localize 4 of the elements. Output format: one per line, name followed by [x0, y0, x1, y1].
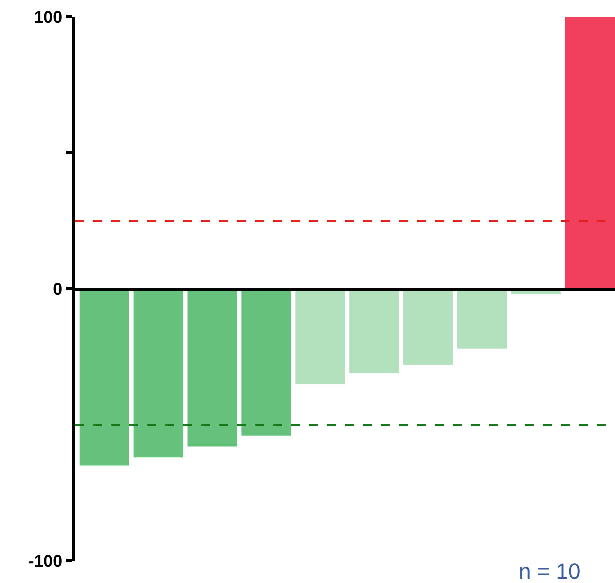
annotation: n = 10: [519, 559, 581, 583]
y-tick-label: 0: [53, 280, 63, 299]
y-tick-label: -100: [28, 552, 63, 571]
y-tick-label: 100: [34, 8, 63, 27]
